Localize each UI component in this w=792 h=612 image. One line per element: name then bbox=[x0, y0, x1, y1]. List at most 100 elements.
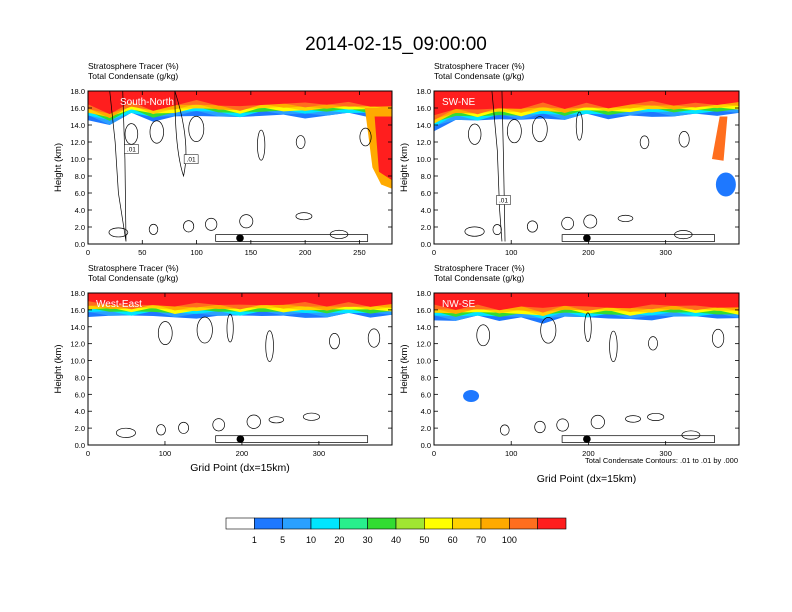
contour-column bbox=[174, 91, 187, 178]
condensate-contours bbox=[115, 313, 381, 443]
panel-south-north: Stratosphere Tracer (%)Total Condensate … bbox=[53, 61, 393, 257]
x-tick-label: 0 bbox=[86, 248, 90, 257]
colorbar-label: 100 bbox=[502, 535, 517, 545]
x-tick-label: 150 bbox=[245, 248, 258, 257]
y-tick-label: 18.0 bbox=[416, 289, 431, 298]
y-tick-label: 6.0 bbox=[75, 390, 85, 399]
colorbar-swatch bbox=[310, 517, 340, 530]
x-tick-label: 100 bbox=[505, 248, 518, 257]
colorbar-label: 1 bbox=[252, 535, 257, 545]
y-tick-label: 14.0 bbox=[416, 121, 431, 130]
y-tick-label: 4.0 bbox=[421, 206, 431, 215]
plot-background bbox=[88, 293, 392, 445]
contour-column bbox=[109, 91, 127, 242]
panel-label: South-North bbox=[120, 97, 174, 108]
panel-label: NW-SE bbox=[442, 299, 475, 310]
contour-high bbox=[506, 119, 522, 144]
y-tick-label: 6.0 bbox=[421, 189, 431, 198]
y-tick-label: 12.0 bbox=[416, 340, 431, 349]
x-tick-label: 200 bbox=[582, 248, 595, 257]
contour-high bbox=[295, 135, 306, 149]
colorbar-swatch bbox=[254, 517, 283, 530]
contour-high bbox=[609, 330, 618, 362]
y-tick-label: 14.0 bbox=[416, 323, 431, 332]
colorbar-label: 60 bbox=[448, 535, 458, 545]
y-tick-label: 2.0 bbox=[421, 223, 431, 232]
colorbar-label: 40 bbox=[391, 535, 401, 545]
y-tick-label: 16.0 bbox=[70, 104, 85, 113]
panel-sw-ne: Stratosphere Tracer (%)Total Condensate … bbox=[399, 61, 740, 257]
y-tick-label: 8.0 bbox=[75, 172, 85, 181]
x-tick-label: 0 bbox=[432, 449, 436, 458]
contour-high bbox=[639, 135, 650, 150]
colorbar-swatch bbox=[537, 517, 567, 530]
colorbar-label: 10 bbox=[306, 535, 316, 545]
panel-label: SW-NE bbox=[442, 97, 475, 108]
contour-high bbox=[329, 333, 340, 350]
contour-low bbox=[561, 216, 574, 231]
y-tick-label: 4.0 bbox=[75, 206, 85, 215]
panel-title-tracer: Stratosphere Tracer (%) bbox=[88, 61, 179, 71]
panel-west-east: Stratosphere Tracer (%)Total Condensate … bbox=[53, 263, 393, 474]
contour-label: .01 bbox=[127, 147, 136, 154]
y-tick-label: 10.0 bbox=[416, 357, 431, 366]
contour-low bbox=[148, 223, 159, 235]
plot-frame bbox=[87, 292, 393, 446]
y-tick-label: 10.0 bbox=[70, 155, 85, 164]
x-tick-label: 0 bbox=[86, 449, 90, 458]
location-marker bbox=[236, 234, 244, 242]
condensate-contours bbox=[108, 91, 372, 242]
colorbar-swatch bbox=[282, 517, 312, 530]
contour-low bbox=[647, 412, 665, 421]
condensate-contours bbox=[464, 91, 715, 242]
contour-label-box bbox=[496, 195, 511, 205]
colorbar-label: 30 bbox=[363, 535, 373, 545]
panel-title-condensate: Total Condensate (g/kg) bbox=[434, 71, 524, 81]
contour-high bbox=[149, 120, 164, 144]
tracer-level-8 bbox=[88, 293, 392, 307]
panel-label: West-East bbox=[96, 299, 142, 310]
colorbar-swatch bbox=[452, 517, 482, 530]
panel-title-tracer: Stratosphere Tracer (%) bbox=[434, 263, 525, 273]
contour-label: .01 bbox=[499, 198, 508, 205]
colorbar-label: 5 bbox=[280, 535, 285, 545]
y-tick-label: 12.0 bbox=[416, 138, 431, 147]
panels: Stratosphere Tracer (%)Total Condensate … bbox=[53, 61, 740, 485]
tracer-level-8 bbox=[434, 91, 739, 116]
y-tick-label: 0.0 bbox=[75, 240, 85, 249]
colorbar-swatch bbox=[225, 517, 255, 530]
contour-high bbox=[196, 316, 213, 344]
y-tick-label: 0.0 bbox=[421, 441, 431, 450]
colorbar-swatch bbox=[395, 517, 425, 530]
panel-title-tracer: Stratosphere Tracer (%) bbox=[434, 61, 525, 71]
plot-frame bbox=[433, 292, 740, 446]
contour-low bbox=[205, 217, 218, 231]
contour-low bbox=[492, 224, 502, 235]
location-marker bbox=[236, 435, 245, 443]
y-tick-label: 4.0 bbox=[75, 407, 85, 416]
contour-surface bbox=[215, 435, 369, 443]
contour-high bbox=[226, 313, 234, 343]
contour-high bbox=[584, 312, 592, 342]
y-tick-label: 8.0 bbox=[421, 172, 431, 181]
x-tick-label: 200 bbox=[299, 248, 312, 257]
contour-high bbox=[468, 123, 482, 145]
contour-low bbox=[178, 421, 189, 434]
contour-low bbox=[556, 418, 569, 432]
contour-label-box bbox=[124, 144, 139, 154]
y-tick-label: 16.0 bbox=[416, 306, 431, 315]
x-tick-label: 200 bbox=[582, 449, 595, 458]
contour-high bbox=[265, 330, 274, 362]
location-marker bbox=[583, 234, 591, 242]
contour-high bbox=[575, 111, 583, 141]
y-tick-label: 12.0 bbox=[70, 340, 85, 349]
y-tick-label: 0.0 bbox=[421, 240, 431, 249]
contour-low bbox=[156, 424, 166, 436]
y-tick-label: 2.0 bbox=[75, 424, 85, 433]
contour-low bbox=[617, 214, 634, 222]
contour-surface bbox=[215, 234, 369, 242]
contour-high bbox=[359, 127, 372, 147]
y-tick-label: 4.0 bbox=[421, 407, 431, 416]
y-tick-label: 16.0 bbox=[416, 104, 431, 113]
contour-low bbox=[108, 227, 129, 238]
